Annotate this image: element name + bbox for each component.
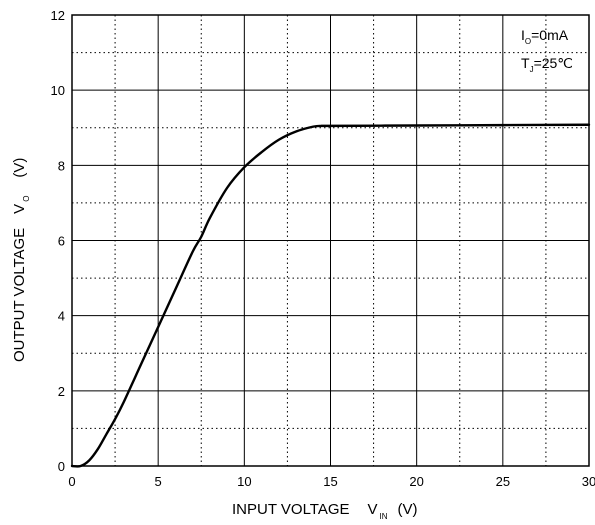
- x-tick-labels: 0 5 10 15 20 25 30: [68, 474, 595, 489]
- x-tick-label: 0: [68, 474, 75, 489]
- x-tick-label: 30: [582, 474, 595, 489]
- y-tick-label: 4: [58, 309, 65, 324]
- annotation-io: IO=0mA: [521, 27, 569, 46]
- x-tick-label: 10: [237, 474, 251, 489]
- series-line: [70, 123, 591, 468]
- x-tick-label: 20: [409, 474, 423, 489]
- y-tick-label: 12: [51, 8, 65, 23]
- x-tick-label: 15: [323, 474, 337, 489]
- y-tick-label: 10: [51, 83, 65, 98]
- y-tick-label: 0: [58, 459, 65, 474]
- y-tick-label: 2: [58, 384, 65, 399]
- annotation-tj: TJ=25℃: [521, 55, 573, 74]
- y-tick-labels: 0 2 4 6 8 10 12: [51, 8, 65, 474]
- x-tick-label: 25: [496, 474, 510, 489]
- major-gridlines: [72, 15, 589, 466]
- x-tick-label: 5: [155, 474, 162, 489]
- y-tick-label: 8: [58, 158, 65, 173]
- y-axis-label: OUTPUT VOLTAGEVO(V): [11, 158, 31, 362]
- plot-frame: [71, 14, 590, 467]
- y-tick-label: 6: [58, 234, 65, 249]
- x-axis-label: INPUT VOLTAGE V IN (V): [232, 501, 418, 521]
